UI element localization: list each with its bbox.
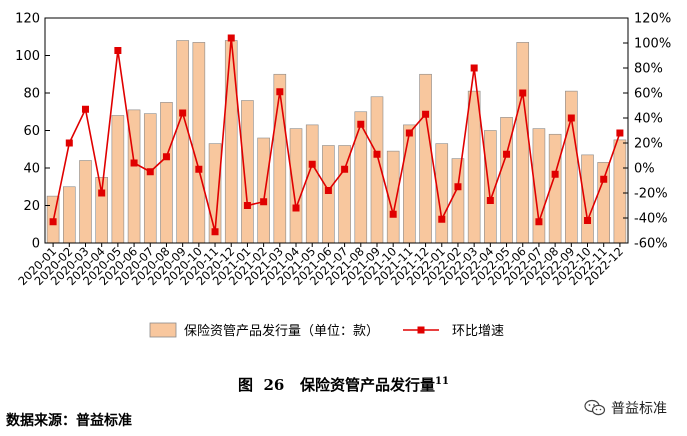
left-tick-label: 120	[15, 12, 40, 27]
right-y-tick-labels: -60% -40% -20% 0% 20% 40% 60% 80% 100% 120%	[634, 12, 671, 252]
bar	[338, 145, 351, 244]
wechat-icon	[584, 399, 606, 416]
bar	[613, 139, 627, 244]
bar	[597, 162, 611, 244]
watermark-text: 普益标准	[611, 401, 667, 417]
growth-marker	[519, 89, 527, 97]
data-source: 数据来源：普益标准	[6, 413, 132, 429]
growth-marker	[486, 197, 494, 204]
left-tick-label: 80	[23, 87, 40, 102]
bar	[451, 158, 465, 244]
legend-bar-label: 保险资管产品发行量（单位：款）	[184, 323, 379, 339]
figure-caption: 图 26 保险资管产品发行量11	[0, 374, 687, 395]
growth-marker	[276, 88, 284, 96]
bar	[305, 124, 319, 244]
growth-marker	[535, 218, 543, 226]
growth-marker	[114, 47, 122, 54]
right-tick-label: 20%	[634, 137, 663, 152]
bar	[192, 42, 206, 244]
growth-marker	[405, 129, 413, 137]
growth-marker	[308, 160, 316, 168]
growth-marker	[357, 120, 365, 128]
right-tick-label: 80%	[634, 62, 663, 77]
right-tick-label: -20%	[634, 187, 668, 202]
axes	[44, 17, 629, 247]
right-tick-label: -60%	[634, 237, 668, 252]
left-tick-label: 60	[23, 124, 40, 139]
growth-marker	[98, 189, 106, 197]
right-tick-label: 100%	[634, 37, 671, 52]
bar	[241, 100, 254, 244]
growth-marker	[422, 110, 430, 118]
growth-marker	[600, 175, 608, 183]
growth-marker	[227, 34, 235, 42]
bar	[111, 115, 125, 244]
growth-marker	[567, 114, 575, 122]
left-tick-label: 40	[23, 162, 40, 177]
left-tick-label: 0	[32, 237, 40, 252]
chart: 0 20 40 60 80 100 120 -60% -40% -20% 0% 20% 40% 60% 8…	[15, 12, 671, 340]
bar	[516, 42, 530, 244]
growth-marker	[81, 105, 89, 113]
growth-marker	[551, 170, 559, 178]
growth-marker	[162, 153, 170, 161]
bar	[467, 90, 481, 244]
growth-marker	[211, 228, 219, 236]
growth-marker	[179, 109, 187, 117]
growth-marker	[243, 202, 251, 209]
growth-marker	[389, 210, 397, 218]
growth-marker	[324, 187, 332, 194]
bar	[79, 160, 92, 244]
legend-line-label: 环比增速	[452, 324, 504, 339]
watermark: 普益标准	[584, 398, 667, 418]
bar	[62, 186, 76, 244]
growth-marker	[438, 215, 446, 223]
growth-marker	[616, 129, 624, 137]
bar	[289, 128, 303, 244]
growth-marker	[292, 204, 300, 212]
legend: 保险资管产品发行量（单位：款） 环比增速	[149, 322, 504, 339]
bar	[143, 113, 157, 244]
growth-marker	[146, 168, 154, 176]
right-tick-label: 40%	[634, 112, 663, 127]
left-tick-label: 100	[15, 49, 40, 64]
growth-marker	[260, 198, 268, 206]
growth-marker	[454, 183, 462, 191]
right-tick-label: 120%	[634, 12, 671, 27]
bar	[176, 40, 189, 244]
caption-label: 图	[238, 376, 254, 394]
growth-marker	[341, 165, 349, 173]
left-y-tick-labels: 0 20 40 60 80 100 120	[15, 12, 40, 252]
growth-marker	[584, 217, 592, 224]
growth-marker	[195, 165, 203, 173]
legend-line-marker	[417, 326, 425, 334]
legend-bar-swatch	[149, 322, 177, 338]
growth-marker	[373, 150, 381, 158]
caption-footnote: 11	[435, 376, 449, 387]
bar	[160, 102, 173, 244]
bar	[322, 145, 335, 244]
bar	[257, 137, 270, 244]
left-tick-label: 20	[23, 199, 40, 214]
bar	[273, 73, 287, 244]
line-series	[49, 34, 624, 236]
growth-marker	[65, 139, 73, 147]
right-tick-label: 60%	[634, 87, 663, 102]
right-tick-label: 0%	[634, 162, 655, 177]
bar	[224, 40, 238, 244]
growth-marker	[503, 150, 511, 158]
caption-title: 保险资管产品发行量	[300, 376, 436, 394]
caption-number: 26	[263, 376, 285, 394]
growth-marker	[470, 64, 478, 72]
growth-marker	[49, 218, 57, 226]
bar	[419, 73, 432, 244]
bar-series	[46, 40, 627, 244]
bar	[403, 124, 416, 244]
x-tick-labels: 2020-012020-022020-032020-042020-052020-…	[15, 244, 626, 288]
right-tick-label: -40%	[634, 212, 668, 227]
bar	[565, 90, 578, 244]
growth-marker	[130, 159, 138, 167]
